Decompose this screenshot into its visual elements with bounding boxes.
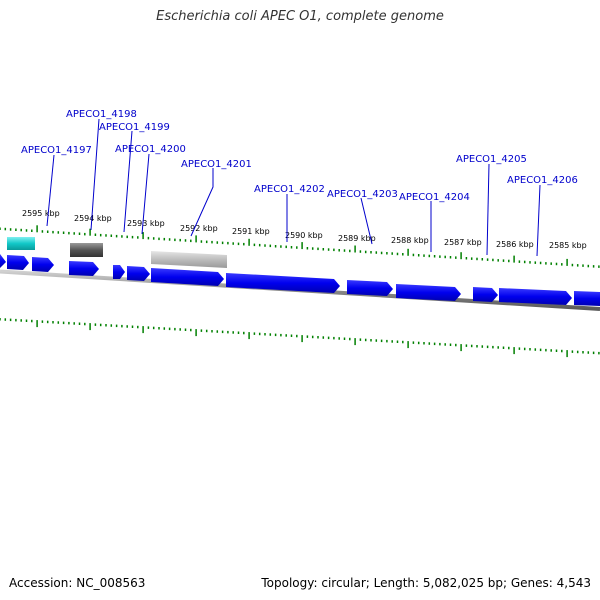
gene-label[interactable]: APECO1_4206 [507,175,578,186]
gene-arrow [127,266,150,281]
gene-arrow [32,257,54,272]
leader-line [190,168,214,237]
kbp-tick-label: 2595 kbp [22,209,60,218]
inner-tick-track [0,318,600,358]
kbp-scale: 2595 kbp 2594 kbp 2593 kbp 2592 kbp 2591… [22,209,587,250]
gene-arrow [0,254,6,268]
gene-arrow [151,268,224,286]
gene-arrow [473,287,498,302]
gene-label[interactable]: APECO1_4203 [327,189,398,200]
gene-arrow [574,291,600,306]
kbp-tick-label: 2592 kbp [180,224,218,233]
gene-arrow [113,265,125,279]
gene-track [0,254,600,306]
gene-label[interactable]: APECO1_4197 [21,145,92,156]
kbp-tick-label: 2594 kbp [74,214,112,223]
gene-label[interactable]: APECO1_4204 [399,192,470,203]
genome-summary: Topology: circular; Length: 5,082,025 bp… [261,576,591,590]
gene-arrow [396,284,461,301]
gene-label[interactable]: APECO1_4201 [181,159,252,170]
gene-arrow [347,280,393,296]
feature-light-grey [151,251,227,268]
gene-label-leaders [46,118,541,257]
gene-label[interactable]: APECO1_4200 [115,144,186,155]
gene-arrow [69,261,99,276]
leader-line [46,154,55,227]
kbp-tick-label: 2593 kbp [127,219,165,228]
gene-label[interactable]: APECO1_4199 [99,122,170,133]
leader-line [123,130,133,233]
kbp-tick-label: 2591 kbp [232,227,270,236]
feature-dark-grey [70,243,103,257]
gene-label[interactable]: APECO1_4202 [254,184,325,195]
gene-arrow [226,273,340,293]
leader-line [90,118,100,231]
kbp-tick-label: 2586 kbp [496,240,534,249]
accession-label: Accession: NC_008563 [9,576,146,590]
feature-cyan [7,237,35,250]
gene-label[interactable]: APECO1_4198 [66,109,137,120]
gene-label[interactable]: APECO1_4205 [456,154,527,165]
leader-line [536,184,541,257]
kbp-tick-label: 2588 kbp [391,236,429,245]
gene-arrow [7,255,29,270]
kbp-tick-label: 2585 kbp [549,241,587,250]
kbp-tick-label: 2589 kbp [338,234,376,243]
genome-title: Escherichia coli APEC O1, complete genom… [156,9,444,24]
kbp-tick-label: 2587 kbp [444,238,482,247]
gene-labels: APECO1_4197 APECO1_4198 APECO1_4199 APEC… [21,109,578,203]
kbp-tick-label: 2590 kbp [285,231,323,240]
outer-tick-track [0,225,600,268]
gene-arrow [499,288,572,305]
leader-line [141,153,150,235]
leader-line [360,197,373,245]
leader-line [486,163,490,256]
